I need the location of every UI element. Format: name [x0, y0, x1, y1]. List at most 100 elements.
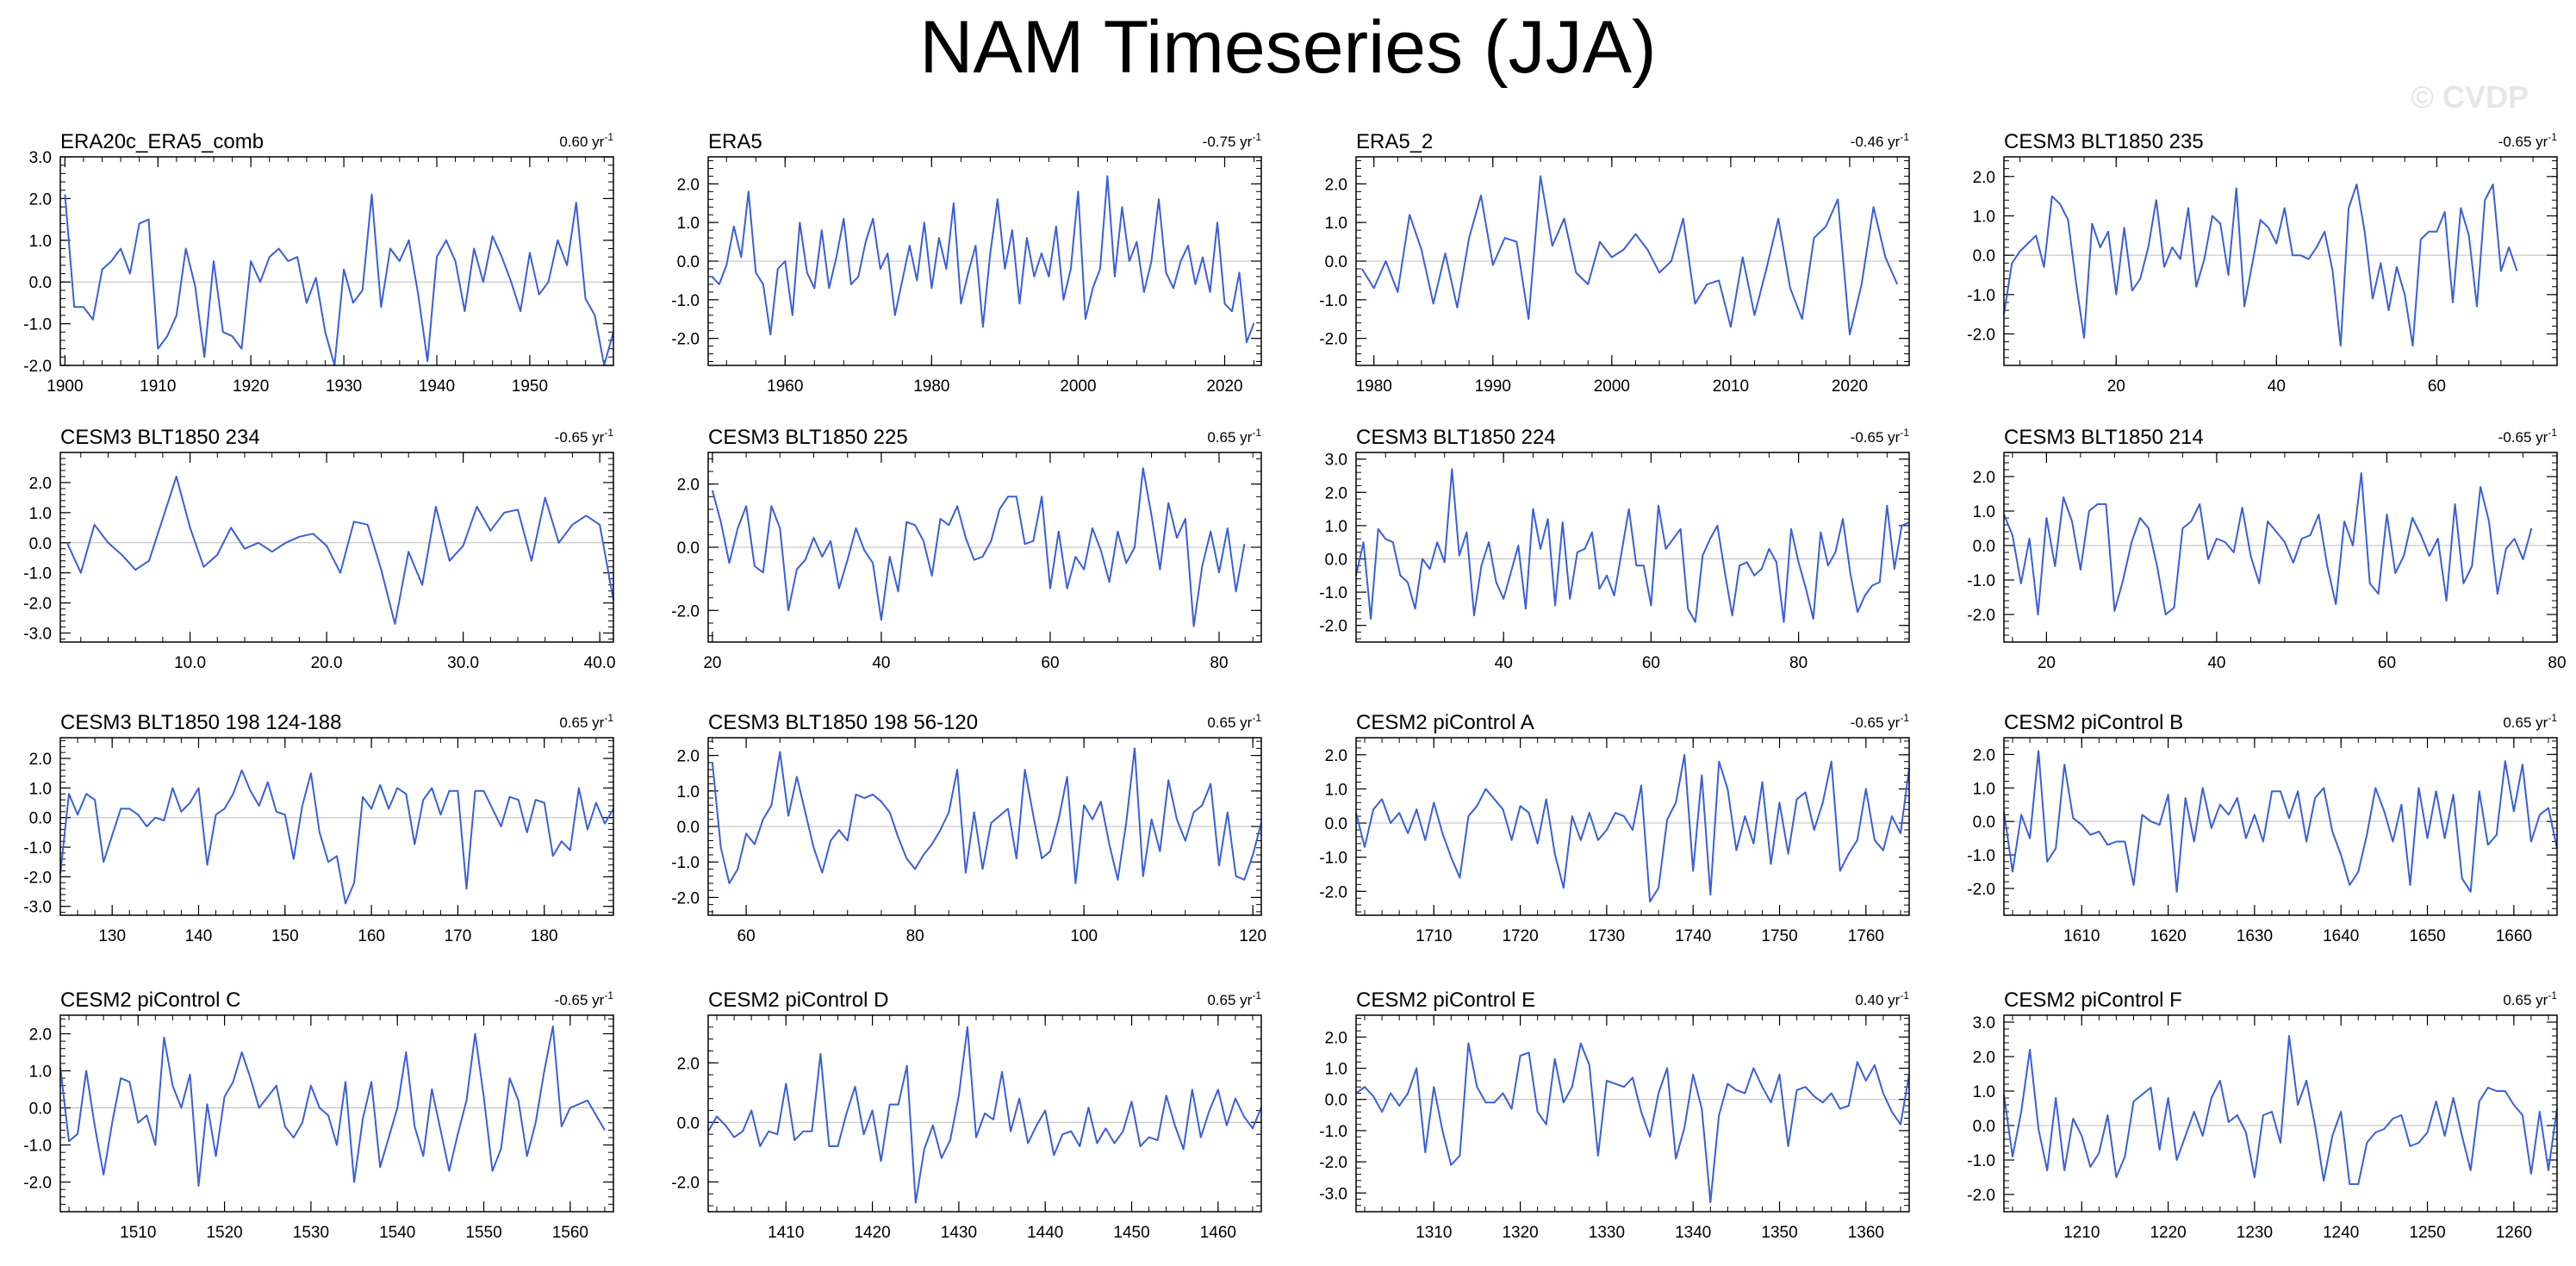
x-tick-label: 1720	[1502, 927, 1538, 945]
plot-frame	[707, 452, 1262, 643]
x-tick-label: 1650	[2409, 927, 2445, 945]
y-tick-label: 0.0	[1325, 815, 1347, 833]
x-tick-label: 1760	[1848, 927, 1884, 945]
x-tick-label: 1630	[2237, 927, 2273, 945]
y-tick-label: 1.0	[1973, 208, 1995, 226]
trend-value: 0.65	[1207, 714, 1240, 731]
y-tick-label: -1.0	[23, 565, 52, 583]
trend-unit: yr	[1240, 429, 1253, 446]
y-tick-label: 0.0	[677, 1114, 700, 1132]
y-tick-label: -2.0	[23, 596, 52, 614]
y-tick-label: -2.0	[671, 1174, 700, 1192]
y-tick-label: 2.0	[1325, 484, 1347, 502]
y-tick-label: 0.0	[29, 535, 52, 553]
x-tick-label: 2010	[1713, 377, 1749, 396]
plot-frame	[1355, 1014, 1910, 1213]
panel-title: CESM3 BLT1850 198 124-188	[60, 711, 341, 734]
nam-series-line	[59, 769, 614, 905]
x-tick-label: 1640	[2323, 927, 2359, 945]
panel-15: CESM2 piControl E 0.40 yr-1 -3.0 -2.0 -1.0 0.…	[1319, 988, 1910, 1242]
trend-label: 0.65 yr-1	[1207, 989, 1261, 1008]
y-tick-label: 1.0	[677, 215, 700, 233]
panel-8: CESM3 BLT1850 214 -0.65 yr-1 -2.0 -1.0 0.0 1.…	[1967, 426, 2566, 672]
y-tick-label: -2.0	[671, 602, 700, 621]
y-tick-label: 1.0	[1325, 781, 1347, 799]
trend-unit: yr	[1240, 714, 1253, 731]
trend-label: 0.40 yr-1	[1855, 989, 1909, 1008]
trend-unit: yr	[2536, 134, 2548, 150]
y-tick-label: -1.0	[1967, 1152, 1995, 1170]
plot-frame	[2003, 737, 2558, 916]
trend-exponent: -1	[2548, 131, 2557, 143]
y-tick-label: -2.0	[671, 889, 700, 907]
nam-series-line	[1355, 468, 1910, 623]
x-tick-label: 1340	[1675, 1224, 1711, 1242]
x-tick-label: 1750	[1761, 927, 1797, 945]
trend-exponent: -1	[604, 989, 613, 1001]
trend-exponent: -1	[604, 131, 613, 143]
y-tick-label: 0.0	[1973, 247, 1995, 265]
x-tick-label: 80	[906, 927, 924, 945]
nam-series-line	[2003, 1035, 2558, 1185]
y-tick-label: -2.0	[1967, 1187, 1995, 1205]
panel-14: CESM2 piControl D 0.65 yr-1 -2.0 0.0 2.0 1410…	[671, 988, 1262, 1242]
x-tick-label: 1530	[293, 1224, 329, 1242]
panel-9: CESM3 BLT1850 198 124-188 0.65 yr-1 -3.0 -2…	[23, 711, 614, 945]
trend-value: -0.75	[1203, 134, 1240, 150]
x-tick-label: 150	[271, 927, 299, 945]
y-tick-label: 1.0	[1973, 780, 1995, 798]
trend-exponent: -1	[1900, 131, 1909, 143]
x-tick-label: 20	[2107, 377, 2125, 396]
panel-title: ERA20c_ERA5_comb	[60, 130, 264, 153]
y-tick-label: -2.0	[1967, 326, 1995, 344]
trend-label: -0.46 yr-1	[1851, 131, 1910, 150]
y-tick-label: -1.0	[23, 839, 52, 858]
panel-12: CESM2 piControl B 0.65 yr-1 -2.0 -1.0 0.0 1.0…	[1967, 711, 2558, 945]
x-tick-label: 1920	[233, 377, 269, 396]
x-tick-label: 1430	[941, 1224, 977, 1242]
x-tick-label: 1460	[1200, 1224, 1236, 1242]
nam-series-line	[707, 1026, 1262, 1204]
panel-title: CESM2 piControl E	[1356, 988, 1535, 1012]
y-tick-label: 1.0	[1973, 503, 1995, 521]
y-tick-label: 2.0	[29, 751, 52, 769]
plot-frame	[59, 737, 614, 916]
trend-unit: yr	[1240, 992, 1253, 1008]
trend-unit: yr	[2536, 714, 2548, 731]
y-tick-label: -2.0	[1319, 1154, 1347, 1172]
cvdp-watermark: © CVDP	[2411, 79, 2529, 115]
trend-label: -0.65 yr-1	[2498, 131, 2558, 150]
x-tick-label: 1410	[768, 1224, 804, 1242]
trend-value: 0.40	[1855, 992, 1888, 1008]
panel-10: CESM3 BLT1850 198 56-120 0.65 yr-1 -2.0 -1.…	[671, 711, 1266, 945]
trend-value: 0.65	[2503, 714, 2536, 731]
nam-series-line	[1355, 753, 1910, 903]
panel-title: CESM2 piControl D	[708, 988, 888, 1012]
x-tick-label: 1740	[1675, 927, 1711, 945]
y-tick-label: 2.0	[1973, 469, 1995, 487]
y-tick-label: -1.0	[1967, 847, 1995, 865]
x-tick-label: 1930	[326, 377, 362, 396]
y-tick-label: 2.0	[677, 477, 700, 495]
trend-value: -0.65	[2498, 134, 2536, 150]
panel-title: CESM3 BLT1850 225	[708, 426, 908, 449]
trend-value: 0.65	[2503, 992, 2536, 1008]
x-tick-label: 1910	[140, 377, 176, 396]
x-tick-label: 2020	[1832, 377, 1868, 396]
y-tick-label: -1.0	[1319, 292, 1347, 310]
y-tick-label: 2.0	[1973, 169, 1995, 187]
trend-label: 0.65 yr-1	[2503, 712, 2557, 731]
page-title: NAM Timeseries (JJA)	[919, 6, 1657, 89]
trend-value: 0.65	[1207, 429, 1240, 446]
panel-6: CESM3 BLT1850 225 0.65 yr-1 -2.0 0.0 2.0 20 40…	[671, 426, 1262, 672]
plot-frame	[59, 1014, 614, 1213]
trend-unit: yr	[592, 992, 605, 1008]
y-tick-label: -1.0	[23, 316, 52, 334]
y-tick-label: 2.0	[1325, 176, 1347, 194]
plot-frame	[1355, 737, 1910, 916]
plot-frame	[707, 1014, 1262, 1213]
nam-series-line	[2003, 750, 2558, 893]
panel-title: ERA5	[708, 130, 762, 153]
y-tick-label: 0.0	[29, 1101, 52, 1119]
x-tick-label: 120	[1239, 927, 1266, 945]
